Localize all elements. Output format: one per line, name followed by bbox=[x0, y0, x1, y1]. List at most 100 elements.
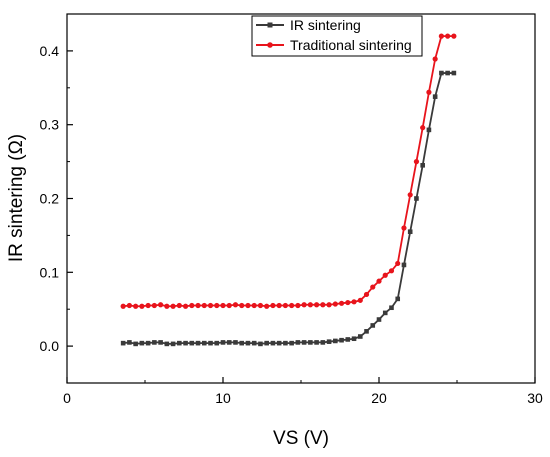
data-point bbox=[264, 303, 270, 309]
data-point bbox=[376, 317, 382, 322]
data-point bbox=[370, 323, 376, 328]
data-point bbox=[445, 33, 451, 39]
data-point bbox=[376, 278, 382, 284]
data-point bbox=[233, 340, 238, 345]
data-point bbox=[395, 296, 401, 302]
data-point bbox=[357, 297, 363, 303]
data-point bbox=[283, 340, 288, 346]
data-point bbox=[170, 341, 176, 347]
data-point bbox=[214, 302, 220, 309]
data-point bbox=[388, 268, 395, 274]
data-point bbox=[351, 299, 357, 305]
data-point bbox=[251, 302, 257, 309]
data-point bbox=[370, 284, 376, 290]
data-point bbox=[182, 303, 189, 309]
x-axis-title: VS (V) bbox=[273, 428, 329, 449]
x-tick-label: 10 bbox=[215, 390, 231, 406]
y-tick-label: 0.4 bbox=[40, 43, 60, 59]
data-point bbox=[195, 302, 201, 309]
data-point bbox=[432, 94, 438, 99]
data-point bbox=[176, 302, 182, 309]
data-point bbox=[127, 340, 132, 345]
x-tick-label: 30 bbox=[527, 390, 543, 406]
data-point bbox=[189, 340, 195, 346]
data-point bbox=[295, 302, 301, 309]
data-point bbox=[245, 340, 251, 346]
data-point bbox=[301, 302, 307, 308]
data-point bbox=[314, 302, 320, 308]
data-point bbox=[426, 127, 432, 133]
data-point bbox=[320, 302, 326, 308]
data-point bbox=[439, 70, 444, 76]
plot-area bbox=[66, 13, 536, 384]
data-point bbox=[432, 56, 438, 62]
data-point bbox=[170, 303, 176, 309]
legend-marker-traditional-sintering bbox=[267, 42, 273, 48]
data-point bbox=[364, 329, 369, 334]
data-point bbox=[420, 162, 425, 168]
data-point bbox=[158, 340, 163, 345]
data-point bbox=[382, 272, 388, 278]
y-tick-label: 0.0 bbox=[40, 338, 60, 354]
data-point bbox=[413, 159, 420, 165]
data-point bbox=[145, 302, 151, 309]
data-point bbox=[195, 340, 201, 346]
series-layer bbox=[120, 33, 457, 347]
data-point bbox=[276, 340, 282, 346]
data-point bbox=[282, 302, 288, 309]
data-point bbox=[401, 262, 407, 268]
data-point bbox=[239, 302, 245, 309]
series-ir-sintering bbox=[120, 70, 457, 347]
data-point bbox=[151, 302, 157, 309]
data-point bbox=[289, 302, 295, 309]
series-line bbox=[123, 72, 454, 345]
data-point bbox=[270, 340, 276, 346]
data-point bbox=[133, 341, 138, 347]
data-point bbox=[139, 340, 145, 346]
legend: IR sintering Traditional sintering bbox=[251, 15, 423, 57]
data-point bbox=[401, 225, 407, 231]
data-point bbox=[251, 340, 257, 346]
data-point bbox=[451, 33, 457, 39]
data-point bbox=[445, 70, 450, 76]
data-point bbox=[407, 229, 413, 235]
legend-box bbox=[251, 15, 423, 57]
legend-marker-ir-sintering bbox=[267, 22, 273, 28]
data-point bbox=[414, 196, 419, 201]
data-point bbox=[276, 302, 282, 309]
data-point bbox=[307, 302, 313, 308]
data-point bbox=[363, 291, 370, 298]
data-point bbox=[258, 341, 263, 347]
data-point bbox=[226, 302, 232, 309]
data-point bbox=[438, 33, 444, 39]
data-point bbox=[345, 299, 351, 306]
data-point bbox=[145, 340, 151, 346]
data-point bbox=[208, 340, 213, 346]
data-point bbox=[338, 300, 345, 306]
data-point bbox=[152, 340, 157, 345]
data-point bbox=[270, 302, 276, 309]
data-point bbox=[332, 301, 338, 307]
data-point bbox=[333, 338, 338, 344]
data-point bbox=[351, 336, 357, 342]
y-tick-label: 0.1 bbox=[40, 264, 60, 280]
data-point bbox=[289, 340, 294, 346]
data-point bbox=[201, 340, 207, 346]
data-point bbox=[345, 337, 351, 342]
data-point bbox=[189, 302, 195, 309]
data-point bbox=[420, 125, 426, 131]
data-point bbox=[214, 340, 220, 346]
y-tick-label: 0.3 bbox=[40, 117, 60, 133]
x-axis-ticks: 0 10 20 30 bbox=[63, 377, 543, 406]
data-point bbox=[245, 302, 251, 309]
data-point bbox=[232, 302, 239, 308]
data-point bbox=[220, 302, 226, 309]
data-point bbox=[120, 340, 126, 346]
data-point bbox=[326, 339, 332, 344]
data-point bbox=[183, 340, 188, 346]
data-point bbox=[320, 340, 326, 345]
data-point bbox=[357, 334, 363, 339]
data-point bbox=[177, 340, 182, 346]
data-point bbox=[451, 70, 457, 76]
